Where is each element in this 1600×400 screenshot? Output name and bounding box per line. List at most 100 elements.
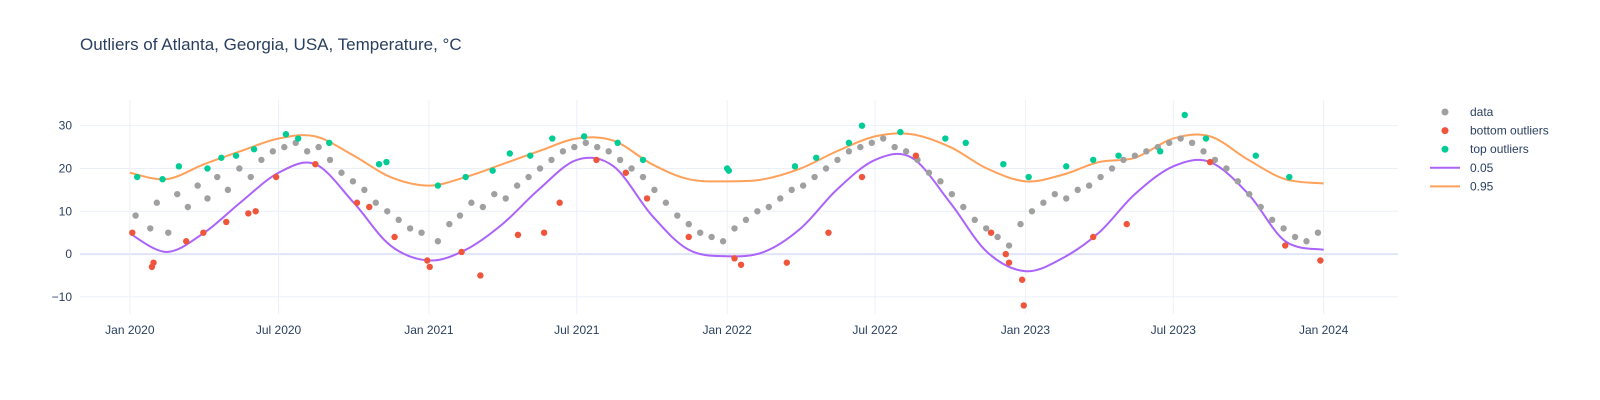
point-top-outliers <box>1000 161 1007 168</box>
y-tick-label: 30 <box>59 119 73 133</box>
point-data <box>845 148 853 155</box>
point-bottom-outliers <box>366 203 373 211</box>
point-top-outliers <box>897 128 904 136</box>
point-data <box>674 212 681 219</box>
point-data <box>1303 238 1310 245</box>
x-tick-label: Jan 2020 <box>105 323 155 337</box>
point-bottom-outliers <box>514 231 522 239</box>
point-data <box>651 186 658 194</box>
point-top-outliers <box>1090 156 1097 164</box>
point-top-outliers <box>159 175 166 183</box>
x-tick-label: Jan 2023 <box>1001 323 1051 337</box>
point-data <box>1017 220 1024 228</box>
point-top-outliers <box>375 161 383 168</box>
point-data <box>571 143 578 151</box>
point-data <box>594 143 601 151</box>
point-data <box>1143 148 1150 155</box>
point-top-outliers <box>1115 152 1122 159</box>
point-data <box>1166 139 1173 146</box>
point-data <box>582 139 589 146</box>
point-data <box>349 178 357 185</box>
point-bottom-outliers <box>643 195 651 202</box>
point-bottom-outliers <box>912 152 920 159</box>
point-data <box>258 156 265 164</box>
point-top-outliers <box>218 154 225 161</box>
point-bottom-outliers <box>622 169 630 176</box>
point-data <box>384 208 391 215</box>
point-bottom-outliers <box>426 263 433 271</box>
point-data <box>1257 203 1264 211</box>
point-top-outliers <box>527 152 534 159</box>
point-data <box>1063 195 1070 202</box>
point-bottom-outliers <box>252 208 259 215</box>
point-data <box>765 203 773 211</box>
point-bottom-outliers <box>556 199 563 206</box>
point-data <box>811 173 818 181</box>
point-data <box>525 173 532 181</box>
point-data <box>418 229 425 236</box>
point-data <box>536 165 544 172</box>
point-data <box>696 229 704 236</box>
point-bottom-outliers <box>593 156 600 164</box>
point-data <box>605 148 612 155</box>
point-data <box>194 182 201 189</box>
point-top-outliers <box>282 131 290 138</box>
point-data <box>994 233 1001 241</box>
y-tick-label: 10 <box>59 204 73 218</box>
point-data <box>1280 225 1287 232</box>
point-top-outliers <box>133 173 141 181</box>
point-data <box>204 195 211 202</box>
point-data <box>937 178 944 185</box>
point-data <box>1234 178 1242 185</box>
point-data <box>1211 156 1219 164</box>
point-data <box>719 238 727 245</box>
point-top-outliers <box>580 133 588 140</box>
point-data <box>1131 152 1139 159</box>
point-data <box>1085 182 1093 189</box>
point-bottom-outliers <box>200 229 207 236</box>
point-top-outliers <box>462 173 469 181</box>
point-data <box>1074 186 1081 194</box>
point-data <box>513 182 521 189</box>
point-data <box>315 143 322 151</box>
point-data <box>788 186 795 194</box>
point-bottom-outliers <box>353 199 361 206</box>
y-tick-label: 0 <box>65 247 72 261</box>
point-data <box>616 156 624 164</box>
point-top-outliers <box>1202 135 1210 142</box>
point-bottom-outliers <box>1123 220 1130 228</box>
point-top-outliers <box>614 139 621 146</box>
point-data <box>925 169 933 176</box>
point-top-outliers <box>725 167 732 174</box>
x-tick-label: Jan 2021 <box>404 323 454 337</box>
point-bottom-outliers <box>477 272 484 279</box>
point-data <box>754 208 761 215</box>
point-data <box>948 190 956 198</box>
legend-label: data <box>1470 105 1494 119</box>
y-axis-ticks: −10 0 10 20 30 <box>52 119 73 304</box>
legend: data bottom outliers top outliers 0.05 0.95 <box>1430 105 1549 193</box>
point-data <box>184 203 192 211</box>
point-top-outliers <box>294 135 302 142</box>
point-data <box>799 182 807 189</box>
x-tick-label: Jan 2024 <box>1299 323 1349 337</box>
point-data <box>338 169 345 176</box>
point-data <box>902 148 910 155</box>
point-data <box>548 156 555 164</box>
point-bottom-outliers <box>183 238 190 245</box>
point-bottom-outliers <box>731 255 738 262</box>
point-data <box>880 135 887 142</box>
point-data <box>491 190 498 198</box>
point-top-outliers <box>232 152 240 159</box>
point-bottom-outliers <box>245 210 252 217</box>
point-data <box>303 148 311 155</box>
point-top-outliers <box>1063 163 1070 170</box>
point-data <box>326 156 334 164</box>
point-data <box>479 203 487 211</box>
point-top-outliers <box>1252 152 1260 159</box>
point-data <box>1291 233 1299 241</box>
point-bottom-outliers <box>1206 158 1214 166</box>
point-bottom-outliers <box>1282 242 1289 249</box>
